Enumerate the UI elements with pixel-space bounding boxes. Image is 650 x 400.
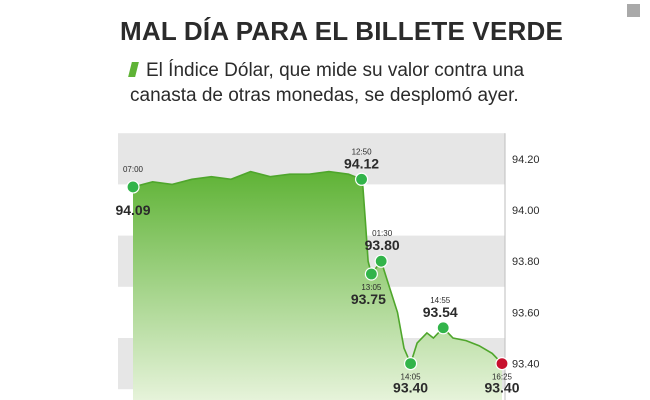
y-tick-label: 93.60 bbox=[512, 307, 540, 319]
point-marker bbox=[126, 180, 140, 194]
point-value-label: 94.12 bbox=[344, 155, 379, 171]
point-marker bbox=[436, 321, 450, 335]
point-time-label: 16:25 bbox=[492, 373, 513, 382]
point-time-label: 14:05 bbox=[401, 373, 422, 382]
subtitle-text: El Índice Dólar, que mide su valor contr… bbox=[130, 60, 525, 106]
point-marker bbox=[495, 357, 509, 371]
point-value-label: 94.09 bbox=[115, 202, 150, 218]
point-marker bbox=[374, 254, 388, 268]
point-value-label: 93.80 bbox=[365, 237, 400, 253]
chart-title: MAL DÍA PARA EL BILLETE VERDE bbox=[120, 16, 564, 46]
point-time-label: 13:05 bbox=[361, 283, 382, 292]
point-value-label: 93.75 bbox=[351, 291, 386, 307]
y-tick-label: 94.00 bbox=[512, 205, 540, 217]
point-value-label: 93.40 bbox=[393, 380, 428, 396]
point-marker bbox=[403, 357, 418, 371]
point-time-label: 12:50 bbox=[352, 147, 373, 156]
point-value-label: 93.54 bbox=[423, 304, 458, 320]
point-marker bbox=[354, 172, 369, 186]
y-tick-label: 93.40 bbox=[512, 359, 540, 371]
point-time-label: 01:30 bbox=[372, 229, 393, 238]
y-tick-label: 94.20 bbox=[512, 154, 540, 166]
point-time-label: 07:00 bbox=[123, 165, 144, 174]
point-time-label: 14:55 bbox=[430, 296, 451, 305]
series-area bbox=[133, 171, 502, 400]
point-value-label: 93.40 bbox=[484, 380, 519, 396]
point-marker bbox=[364, 267, 378, 281]
y-tick-label: 93.80 bbox=[512, 256, 540, 268]
chart-subtitle: El Índice Dólar, que mide su valor contr… bbox=[128, 58, 560, 108]
corner-square bbox=[627, 4, 640, 17]
